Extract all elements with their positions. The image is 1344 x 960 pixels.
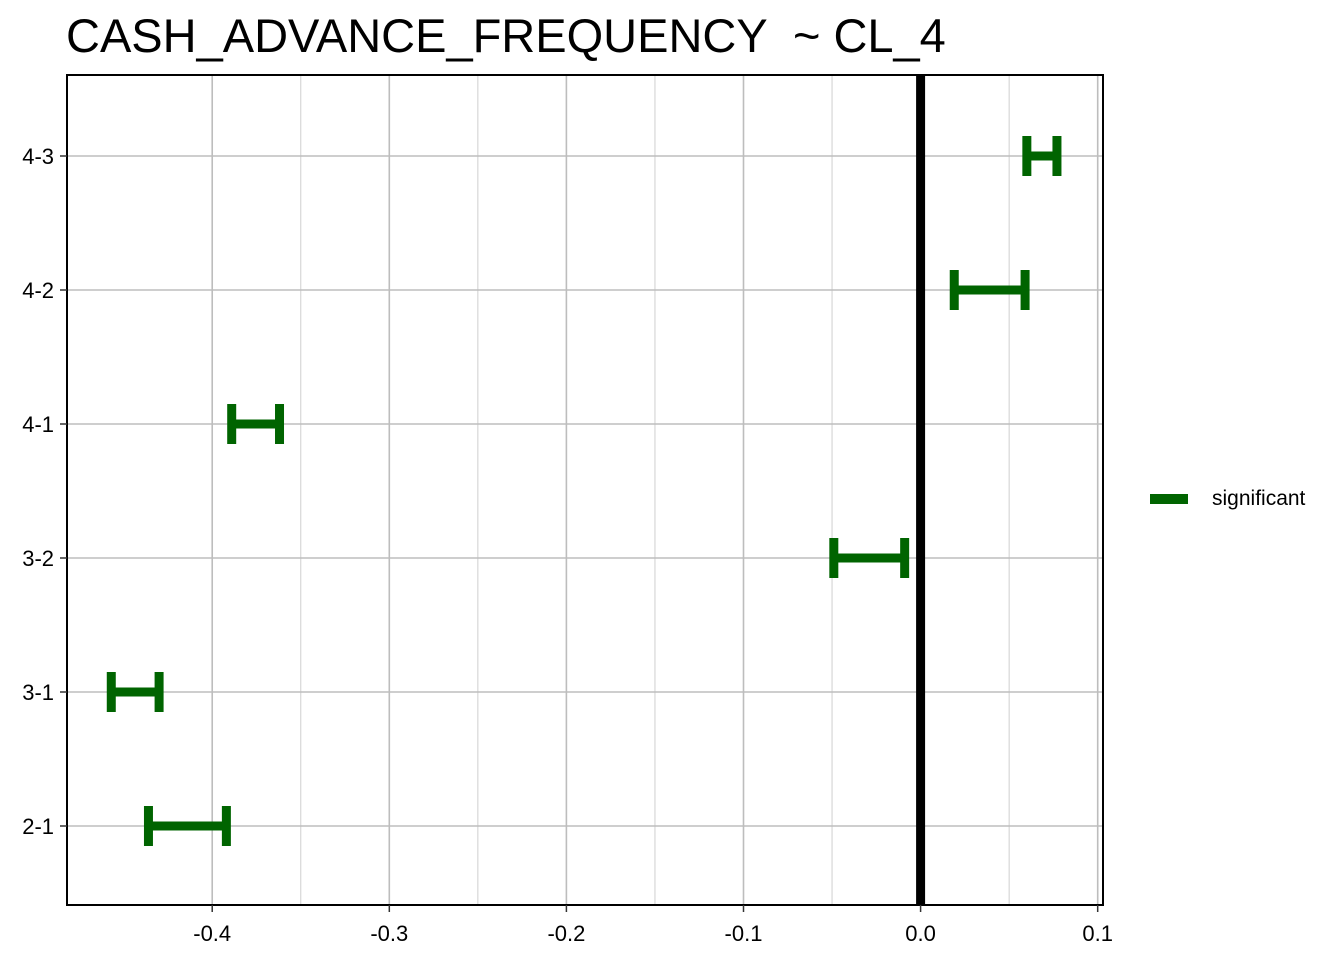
x-axis: -0.4 -0.3 -0.2 -0.1 0.0 0.1: [193, 905, 1113, 946]
grid-lines: [67, 75, 1103, 905]
y-tick-label: 2-1: [22, 814, 54, 839]
error-bar: [829, 538, 910, 578]
x-tick-label: -0.2: [547, 921, 585, 946]
error-bar: [106, 672, 164, 712]
plot-border: [66, 74, 1104, 906]
error-bar: [143, 806, 231, 846]
legend: significant: [1150, 487, 1305, 511]
y-tick-label: 3-2: [22, 546, 54, 571]
y-axis: 4-3 4-2 4-1 3-2 3-1 2-1: [22, 144, 67, 839]
legend-label-significant: significant: [1212, 487, 1306, 510]
y-tick-label: 4-1: [22, 412, 54, 437]
x-tick-label: 0.0: [905, 921, 936, 946]
x-tick-label: -0.4: [193, 921, 231, 946]
chart-title: CASH_ADVANCE_FREQUENCY ~ CL_4: [66, 9, 946, 62]
y-tick-label: 4-3: [22, 144, 54, 169]
x-tick-label: 0.1: [1082, 921, 1113, 946]
error-bar: [227, 404, 285, 444]
error-bar: [1022, 136, 1062, 176]
y-tick-label: 4-2: [22, 278, 54, 303]
error-bars: [106, 136, 1062, 846]
x-tick-label: -0.1: [725, 921, 763, 946]
y-tick-label: 3-1: [22, 680, 54, 705]
legend-key-significant: [1150, 494, 1188, 504]
x-tick-label: -0.3: [370, 921, 408, 946]
error-bar: [949, 270, 1030, 310]
